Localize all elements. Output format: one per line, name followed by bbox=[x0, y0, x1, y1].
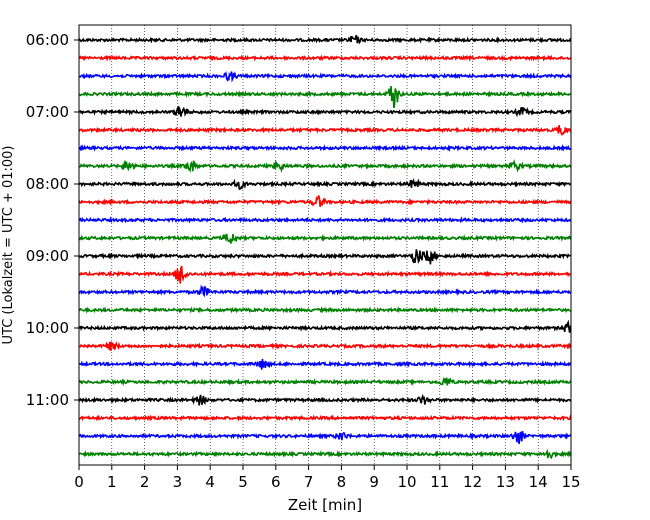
trace-0900 bbox=[78, 249, 572, 265]
trace-1015 bbox=[78, 341, 572, 351]
trace-0845 bbox=[78, 233, 572, 244]
x-tick-label: 8 bbox=[337, 473, 347, 491]
trace-0700 bbox=[78, 105, 572, 118]
x-tick-label: 0 bbox=[74, 473, 84, 491]
trace-0730 bbox=[78, 144, 572, 152]
trace-0745 bbox=[78, 159, 572, 174]
x-tick-label: 13 bbox=[496, 473, 515, 491]
y-tick-label: 06:00 bbox=[26, 31, 69, 49]
trace-0630 bbox=[78, 71, 572, 83]
x-tick-label: 2 bbox=[140, 473, 150, 491]
y-axis-label: UTC (Lokalzeit = UTC + 01:00) bbox=[1, 146, 16, 345]
x-tick-label: 6 bbox=[271, 473, 281, 491]
x-tick-label: 9 bbox=[369, 473, 379, 491]
trace-0600 bbox=[78, 35, 572, 45]
y-tick-label: 09:00 bbox=[26, 247, 69, 265]
trace-0615 bbox=[78, 54, 572, 62]
x-tick-label: 7 bbox=[304, 473, 314, 491]
y-tick-label: 10:00 bbox=[26, 319, 69, 337]
trace-1100 bbox=[78, 393, 572, 406]
y-tick-label: 07:00 bbox=[26, 103, 69, 121]
trace-0715 bbox=[78, 124, 572, 137]
x-tick-label: 4 bbox=[205, 473, 215, 491]
x-tick-label: 11 bbox=[430, 473, 449, 491]
trace-0945 bbox=[78, 306, 572, 314]
trace-0645 bbox=[78, 85, 572, 109]
x-axis-label: Zeit [min] bbox=[288, 496, 362, 514]
trace-1145 bbox=[78, 448, 572, 460]
x-tick-label: 12 bbox=[463, 473, 482, 491]
x-tick-label: 15 bbox=[561, 473, 580, 491]
plot-frame bbox=[78, 24, 572, 466]
x-tick-label: 1 bbox=[107, 473, 117, 491]
y-axis-ticks: 06:00 07:00 08:00 09:00 10:00 11:00 bbox=[26, 31, 79, 409]
x-tick-label: 14 bbox=[529, 473, 548, 491]
trace-1045 bbox=[78, 377, 572, 387]
y-tick-label: 08:00 bbox=[26, 175, 69, 193]
x-axis-ticks: 0 1 2 3 4 5 6 7 8 9 10 11 12 13 14 15 bbox=[74, 465, 581, 491]
trace-0830 bbox=[78, 215, 572, 224]
trace-0930 bbox=[78, 284, 572, 298]
seismic-traces bbox=[78, 35, 572, 460]
trace-1030 bbox=[78, 358, 572, 370]
y-tick-label: 11:00 bbox=[26, 391, 69, 409]
x-tick-label: 10 bbox=[397, 473, 416, 491]
trace-1115 bbox=[78, 414, 572, 422]
trace-1000 bbox=[78, 319, 572, 333]
trace-0815 bbox=[78, 195, 572, 207]
trace-0915 bbox=[78, 265, 572, 284]
trace-0800 bbox=[78, 177, 572, 191]
trace-1130 bbox=[78, 430, 572, 445]
x-tick-label: 5 bbox=[238, 473, 248, 491]
x-tick-label: 3 bbox=[173, 473, 183, 491]
